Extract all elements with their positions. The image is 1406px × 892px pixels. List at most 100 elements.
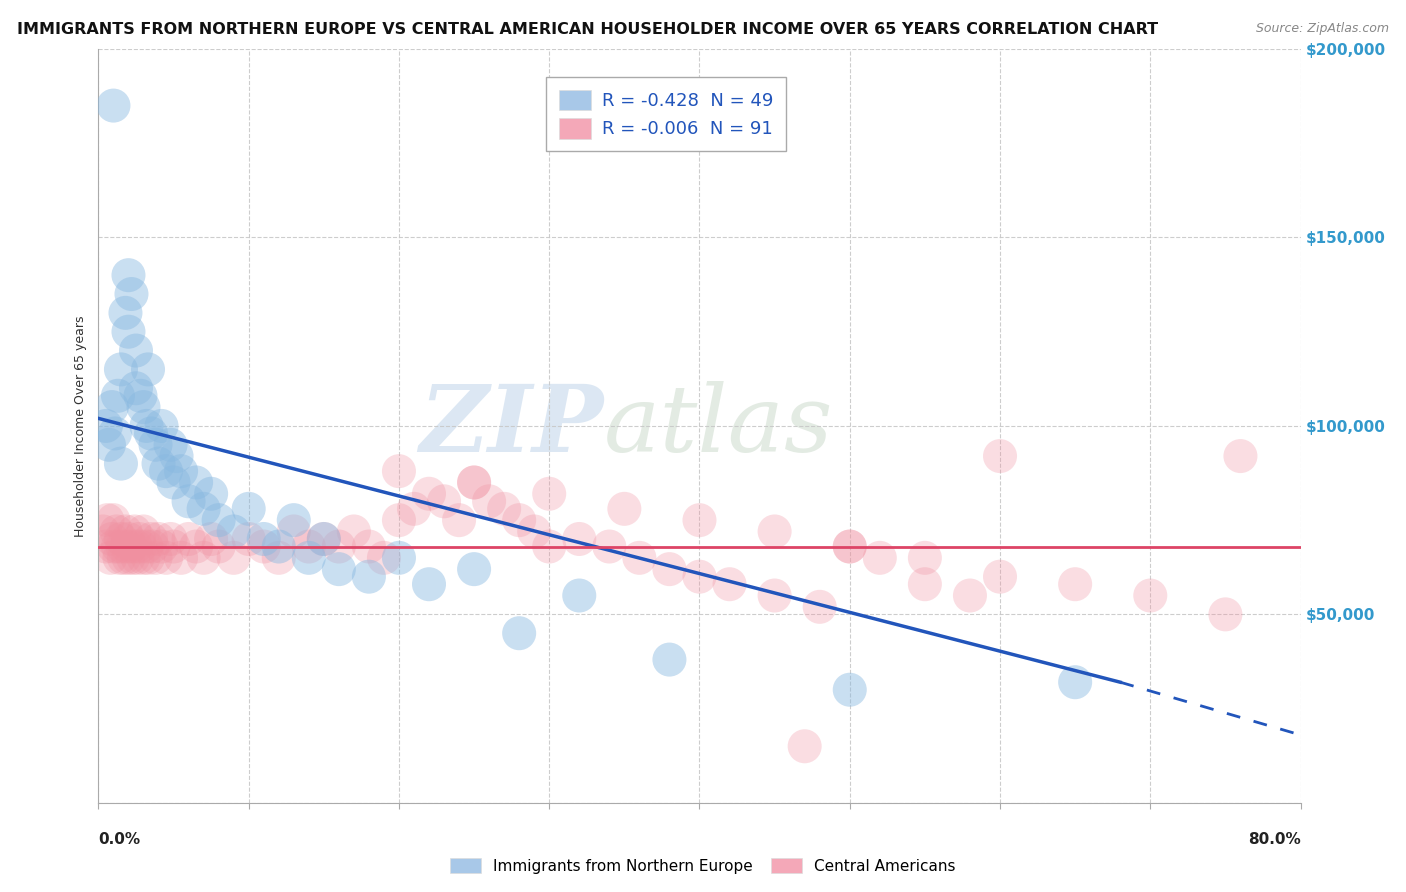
Point [193, 501, 215, 516]
Point [135, 419, 157, 434]
Point [145, 550, 167, 565]
Point [125, 540, 148, 554]
Point [139, 532, 162, 546]
Point [1215, 607, 1237, 622]
Point [159, 532, 181, 546]
Point [283, 524, 305, 539]
Point [508, 513, 530, 527]
Point [312, 532, 335, 546]
Point [402, 501, 425, 516]
Point [103, 513, 125, 527]
Point [357, 570, 380, 584]
Point [108, 550, 131, 565]
Point [267, 540, 290, 554]
Point [132, 550, 155, 565]
Point [91, 524, 114, 539]
Point [357, 540, 380, 554]
Point [959, 589, 981, 603]
Point [121, 540, 143, 554]
Point [988, 449, 1011, 463]
Point [155, 464, 177, 478]
Point [222, 524, 245, 539]
Point [124, 524, 146, 539]
Point [121, 287, 143, 301]
Point [177, 494, 200, 508]
Point [463, 562, 485, 576]
Text: atlas: atlas [603, 381, 832, 471]
Point [628, 550, 651, 565]
Point [103, 540, 125, 554]
Point [125, 343, 148, 358]
Point [914, 577, 936, 591]
Point [166, 449, 188, 463]
Text: 80.0%: 80.0% [1247, 832, 1301, 847]
Point [104, 426, 127, 441]
Point [613, 501, 636, 516]
Point [155, 550, 177, 565]
Point [838, 540, 860, 554]
Point [193, 550, 215, 565]
Point [388, 513, 411, 527]
Point [122, 550, 145, 565]
Point [312, 532, 335, 546]
Point [110, 362, 132, 376]
Point [838, 540, 860, 554]
Point [107, 389, 129, 403]
Point [208, 513, 231, 527]
Point [267, 550, 290, 565]
Point [110, 457, 132, 471]
Point [463, 475, 485, 490]
Point [150, 419, 173, 434]
Point [658, 562, 681, 576]
Point [1064, 577, 1087, 591]
Point [128, 532, 150, 546]
Point [808, 599, 831, 614]
Point [373, 550, 395, 565]
Point [117, 325, 139, 339]
Point [298, 540, 321, 554]
Point [688, 513, 710, 527]
Point [94, 540, 117, 554]
Point [538, 540, 561, 554]
Point [184, 540, 207, 554]
Point [112, 550, 135, 565]
Point [914, 550, 936, 565]
Point [523, 524, 546, 539]
Point [127, 550, 149, 565]
Point [97, 438, 120, 452]
Point [115, 540, 138, 554]
Point [200, 487, 222, 501]
Point [177, 532, 200, 546]
Point [1064, 675, 1087, 690]
Point [148, 532, 170, 546]
Point [688, 570, 710, 584]
Point [184, 475, 207, 490]
Point [208, 540, 231, 554]
Text: Source: ZipAtlas.com: Source: ZipAtlas.com [1256, 22, 1389, 36]
Y-axis label: Householder Income Over 65 years: Householder Income Over 65 years [75, 315, 87, 537]
Point [101, 400, 124, 414]
Point [763, 524, 786, 539]
Text: IMMIGRANTS FROM NORTHERN EUROPE VS CENTRAL AMERICAN HOUSEHOLDER INCOME OVER 65 Y: IMMIGRANTS FROM NORTHERN EUROPE VS CENTR… [17, 22, 1159, 37]
Point [388, 550, 411, 565]
Point [238, 532, 260, 546]
Point [162, 475, 184, 490]
Point [763, 589, 786, 603]
Point [433, 494, 456, 508]
Point [132, 524, 155, 539]
Point [162, 540, 184, 554]
Point [418, 577, 440, 591]
Point [869, 550, 891, 565]
Point [135, 540, 157, 554]
Point [114, 306, 136, 320]
Point [222, 550, 245, 565]
Point [478, 494, 501, 508]
Text: 0.0%: 0.0% [98, 832, 141, 847]
Point [170, 464, 193, 478]
Point [150, 540, 173, 554]
Point [447, 513, 470, 527]
Point [388, 464, 411, 478]
Point [129, 389, 152, 403]
Point [658, 652, 681, 666]
Point [298, 550, 321, 565]
